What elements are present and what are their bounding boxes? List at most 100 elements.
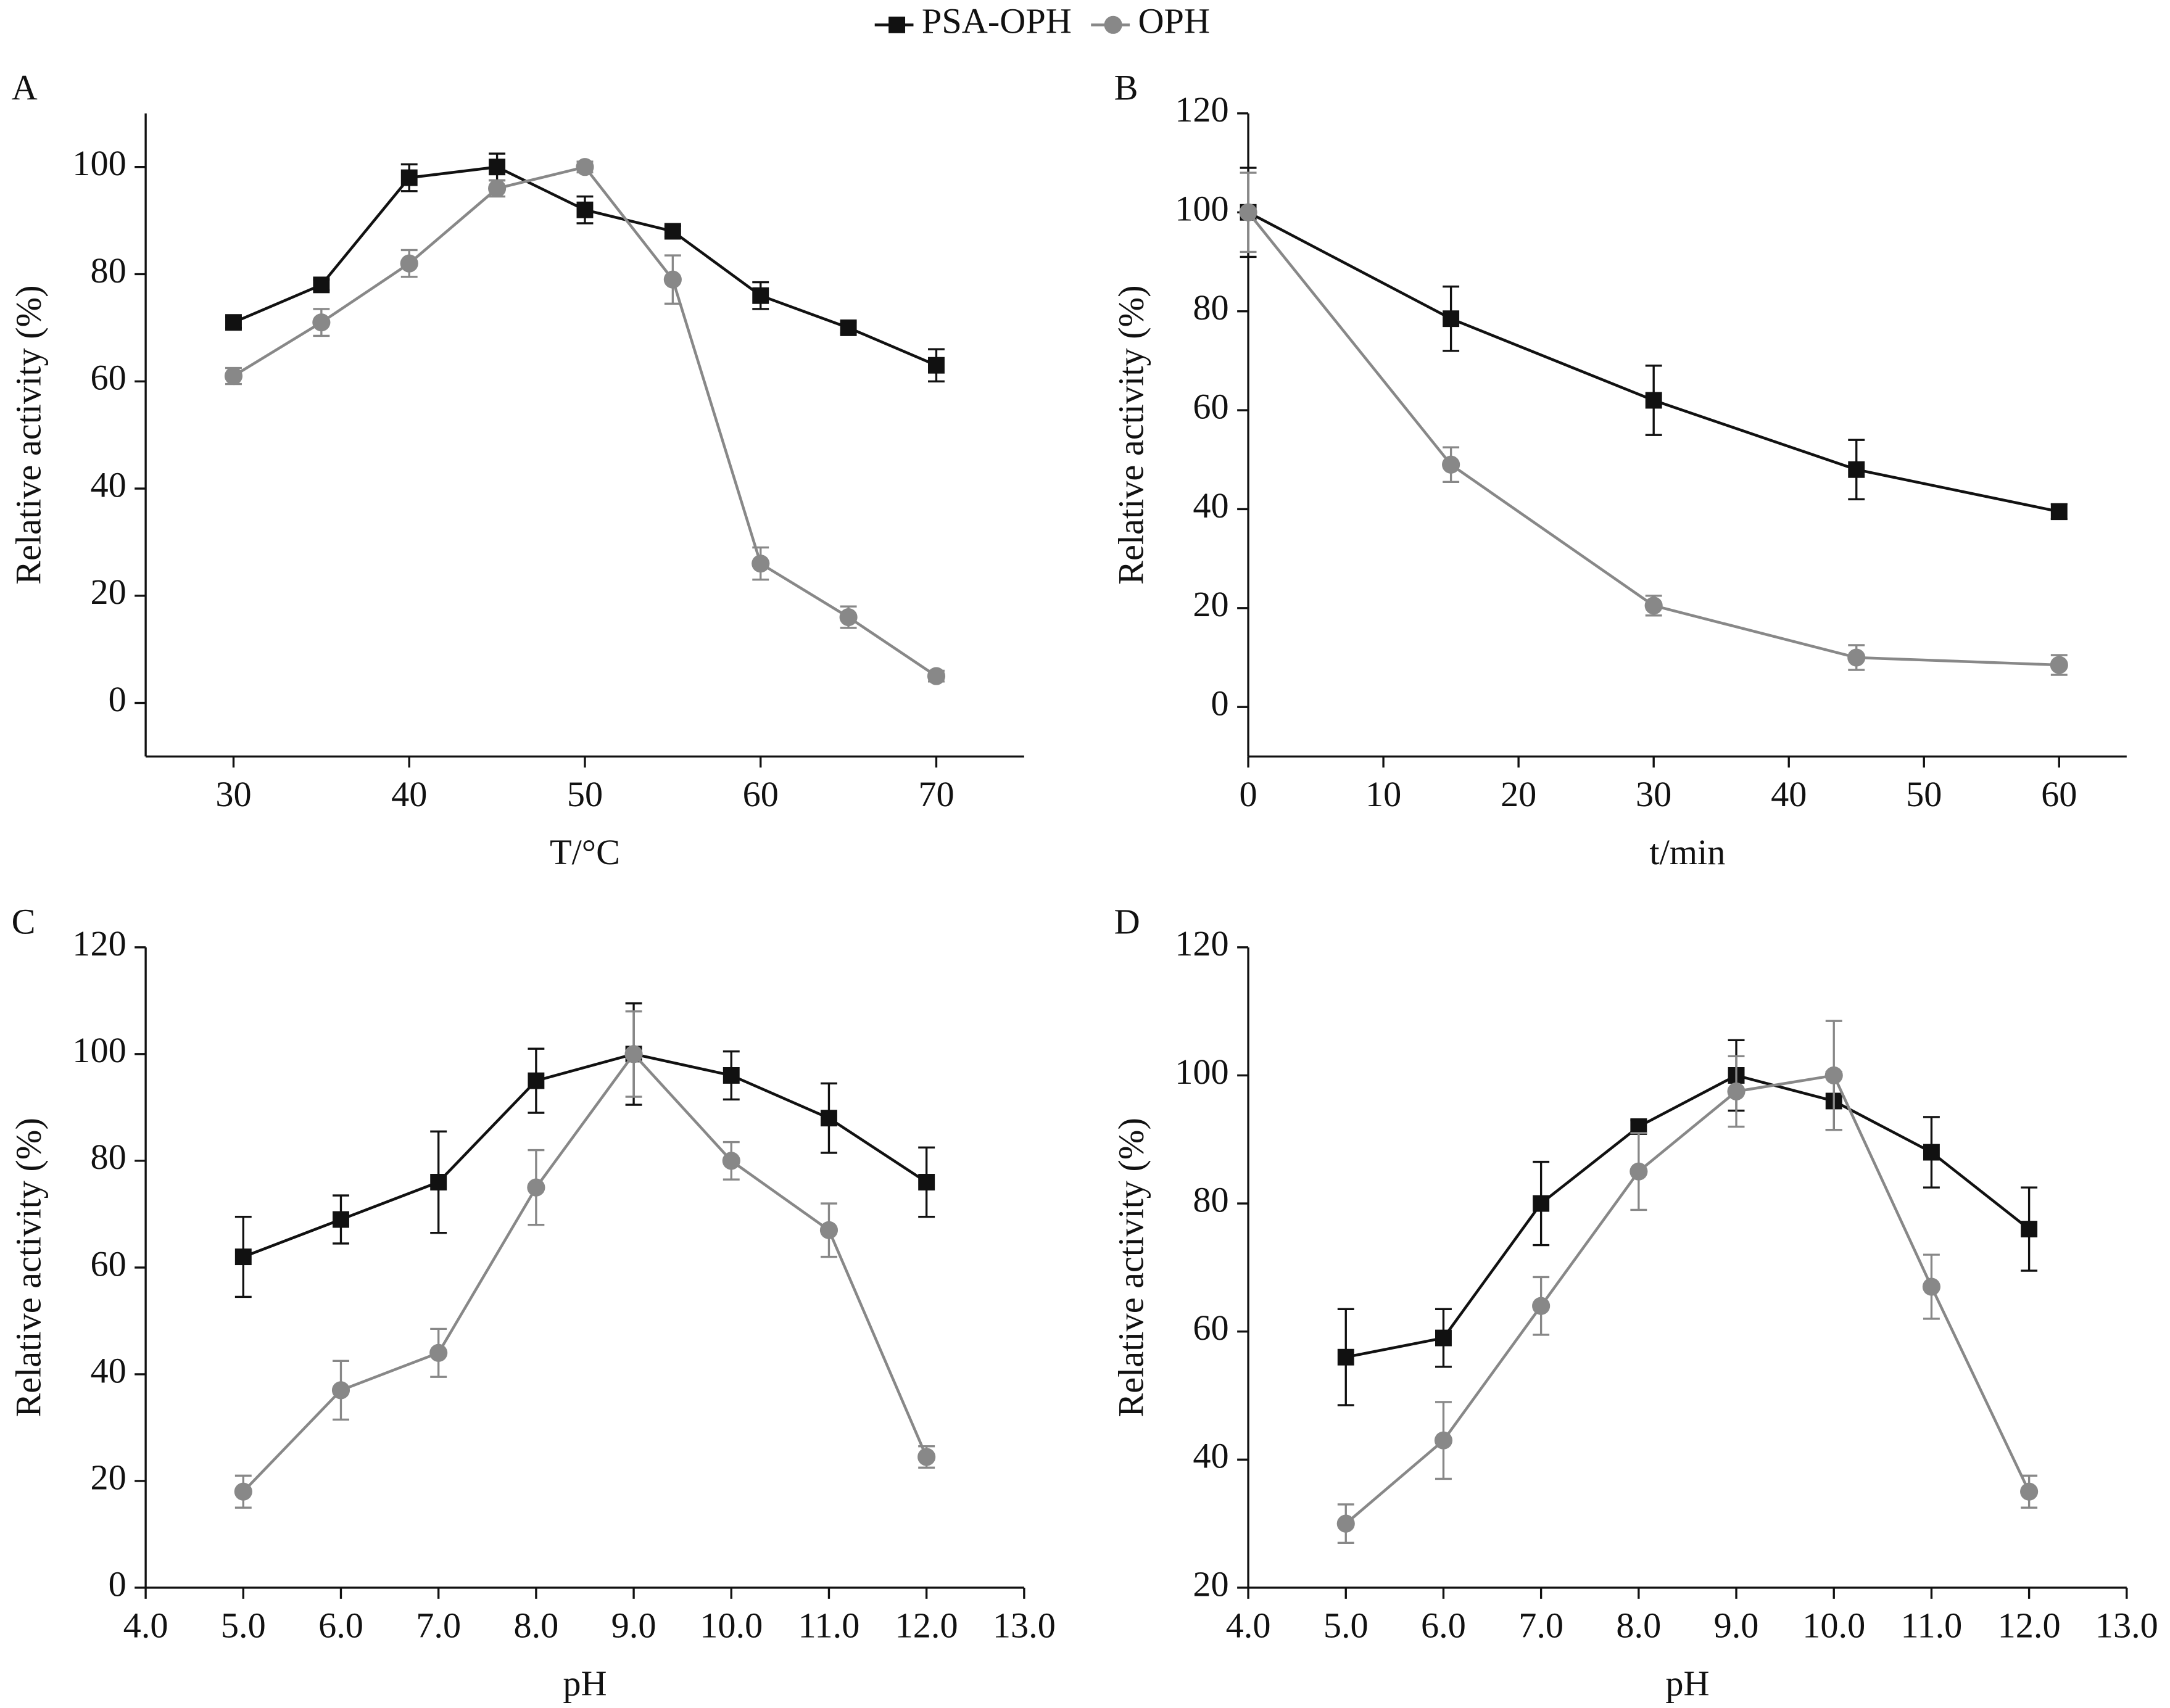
x-tick-label: 12.0 [895,1606,958,1646]
x-tick-label: 7.0 [1518,1606,1563,1646]
y-tick-label: 20 [1193,584,1228,624]
x-tick-label: 50 [567,774,603,814]
y-tick-label: 80 [90,1137,126,1177]
series-line [242,1052,928,1493]
x-tick-label: 40 [391,774,427,814]
marker [1532,1297,1551,1315]
x-tick-label: 30 [215,774,251,814]
marker [576,201,594,218]
y-axis-label: Relative activity (%) [9,1118,49,1417]
y-tick-label: 0 [1211,683,1229,724]
marker [663,270,682,289]
x-tick-label: 5.0 [221,1606,266,1646]
marker [313,276,330,294]
marker [752,555,770,573]
marker [225,314,242,331]
y-tick-label: 0 [109,1564,126,1604]
marker [840,319,857,336]
x-tick-label: 50 [1906,774,1942,814]
x-tick-label: 10 [1365,774,1401,814]
marker [331,1381,350,1400]
legend-label: PSA-OPH [922,1,1072,41]
legend-label: OPH [1138,1,1210,41]
y-tick-label: 60 [90,1244,126,1284]
y-tick-label: 20 [1193,1564,1228,1604]
x-axis-label: pH [1665,1664,1709,1704]
marker [234,1248,252,1266]
x-axis-label: t/min [1649,832,1725,872]
marker [821,1110,837,1127]
panel-label: D [1114,901,1140,941]
marker [819,1221,839,1239]
x-tick-label: 40 [1771,774,1807,814]
marker [918,1174,935,1190]
x-tick-label: 0 [1239,774,1257,814]
marker [1435,1329,1452,1347]
marker [839,608,858,627]
x-tick-label: 13.0 [993,1606,1056,1646]
marker [333,1211,349,1228]
x-tick-label: 60 [743,774,779,814]
panel-label: A [12,67,38,107]
marker [1442,455,1460,474]
marker [1239,203,1257,221]
marker [1337,1348,1354,1366]
series-line [1344,1073,2031,1525]
y-tick-label: 120 [1175,923,1228,963]
x-axis-label: pH [563,1664,607,1704]
marker [664,223,681,240]
marker [752,287,769,304]
y-tick-label: 80 [1193,287,1228,328]
marker [1847,648,1866,667]
y-tick-label: 60 [1193,1308,1228,1348]
y-axis-label: Relative activity (%) [9,285,49,585]
panel-label: B [1114,67,1138,107]
marker [2020,1482,2039,1501]
marker [488,179,507,198]
y-tick-label: 60 [90,358,126,398]
x-tick-label: 12.0 [1998,1606,2061,1646]
y-tick-label: 40 [1193,485,1228,526]
marker [917,1448,936,1466]
y-tick-label: 100 [72,1030,126,1070]
x-tick-label: 4.0 [1226,1606,1271,1646]
marker [1645,392,1662,409]
x-tick-label: 70 [918,774,954,814]
y-tick-label: 100 [1175,1052,1228,1092]
marker [400,254,418,273]
marker [528,1072,545,1089]
x-tick-label: 60 [2041,774,2077,814]
marker [576,158,594,176]
marker [2050,503,2068,520]
marker [1630,1162,1648,1181]
y-tick-label: 120 [1175,89,1228,130]
marker [430,1174,447,1190]
y-tick-label: 60 [1193,386,1228,426]
x-tick-label: 11.0 [798,1606,860,1646]
y-tick-label: 0 [109,679,126,719]
x-tick-label: 6.0 [1421,1606,1466,1646]
y-tick-label: 80 [1193,1179,1228,1219]
series-line [233,165,937,677]
legend-marker [888,16,906,33]
y-tick-label: 80 [90,250,126,291]
marker [2050,656,2068,674]
series-line [242,1052,927,1258]
x-tick-label: 20 [1501,774,1536,814]
marker [1848,461,1865,478]
y-tick-label: 40 [90,464,126,505]
x-tick-label: 6.0 [318,1606,363,1646]
marker [1533,1195,1550,1212]
x-tick-label: 5.0 [1323,1606,1369,1646]
x-tick-label: 11.0 [1900,1606,1962,1646]
x-tick-label: 8.0 [1616,1606,1661,1646]
y-axis-label: Relative activity (%) [1111,1118,1151,1417]
x-tick-label: 10.0 [700,1606,763,1646]
y-tick-label: 100 [72,143,126,183]
y-tick-label: 20 [90,1457,126,1497]
y-tick-label: 120 [72,923,126,963]
marker [224,366,243,386]
x-tick-label: 13.0 [2095,1606,2158,1646]
x-tick-label: 30 [1636,774,1671,814]
